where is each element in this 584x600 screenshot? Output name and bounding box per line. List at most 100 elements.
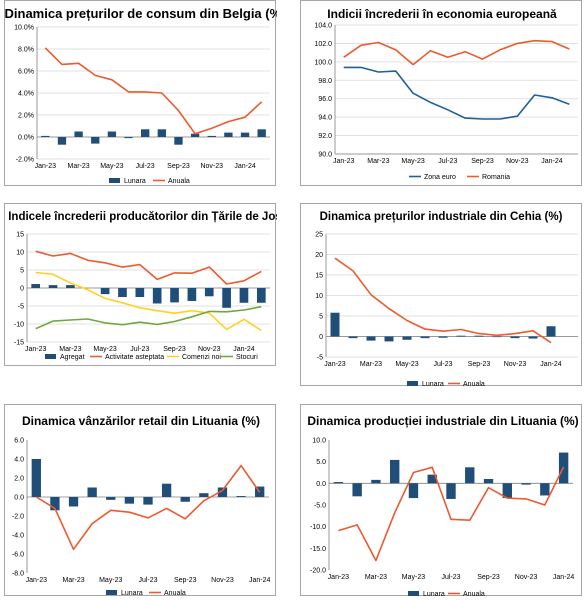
legend-label: Lunara: [121, 590, 143, 597]
bar: [207, 135, 216, 137]
y-tick-label: 102.0: [314, 41, 332, 48]
x-tick-label: Jan-24: [541, 158, 563, 165]
y-tick-label: -2.0%: [16, 157, 34, 164]
legend-label: Lunara: [124, 178, 146, 185]
y-tick-label: 10.0%: [14, 25, 34, 32]
y-tick-label: -10.0: [310, 524, 326, 531]
bar: [438, 336, 448, 338]
bar: [408, 483, 419, 499]
bar: [100, 288, 110, 295]
y-tick-label: -5: [18, 304, 24, 311]
bar: [366, 336, 376, 341]
x-tick-label: Jul-23: [433, 361, 452, 368]
series-line: [334, 257, 552, 344]
legend-label: Zona euro: [424, 174, 456, 181]
bar: [384, 336, 394, 342]
bar: [187, 288, 197, 301]
x-tick-label: Jan-24: [234, 163, 256, 170]
chart-svg: Dinamica vânzărilor retail din Lituania …: [12, 414, 271, 597]
bar: [456, 335, 466, 337]
bar: [152, 288, 162, 304]
legend-label: Lunara: [422, 381, 444, 387]
x-tick-label: Sep-23: [163, 346, 186, 353]
x-tick-label: May-23: [99, 577, 122, 584]
bar: [161, 483, 172, 497]
chart-title: Indicii încrederii în economia europeană: [327, 7, 557, 21]
x-tick-label: Mar-23: [367, 158, 389, 165]
bar: [174, 137, 183, 145]
legend-label: Stocuri: [236, 354, 258, 361]
bar: [446, 483, 456, 499]
x-tick-label: Jul-23: [441, 574, 460, 581]
y-tick-label: -15.0: [310, 546, 326, 553]
x-tick-label: Jul-23: [438, 158, 457, 165]
x-tick-label: Nov-23: [198, 346, 221, 353]
y-tick-label: 96.0: [318, 96, 332, 103]
y-tick-label: 0.0: [14, 495, 24, 502]
x-tick-label: Nov-23: [200, 163, 223, 170]
bar: [124, 137, 133, 139]
bar: [141, 129, 150, 137]
x-tick-label: Sep-23: [468, 361, 491, 368]
chart-title: Dinamica prețurilor industriale din Cehi…: [320, 211, 563, 223]
series-line: [35, 305, 262, 330]
y-tick-label: 15: [16, 232, 24, 239]
bar: [352, 483, 362, 497]
y-tick-label: 10: [315, 293, 323, 300]
bar: [420, 336, 430, 339]
legend-label: Activitate asteptata: [105, 354, 164, 361]
legend-label: Anuala: [168, 178, 190, 185]
bar: [427, 474, 437, 484]
y-tick-label: 25: [315, 232, 323, 239]
y-tick-label: -5: [317, 355, 323, 362]
y-tick-label: 6.0%: [18, 69, 34, 76]
x-tick-label: Jan-23: [25, 346, 47, 353]
x-tick-label: Jul-23: [136, 163, 155, 170]
chart-title: Dinamica prețurilor de consum din Belgia…: [5, 6, 277, 21]
bar: [240, 132, 250, 137]
bar: [540, 483, 550, 496]
bar: [31, 284, 41, 288]
chart-panel: Dinamica prețurilor industriale din Cehi…: [300, 203, 582, 387]
y-tick-label: -8.0: [12, 571, 24, 578]
bar: [257, 129, 266, 137]
chart-svg: Indicii încrederii în economia europeană…: [314, 7, 578, 181]
chart-svg: Dinamica producției industriale din Litu…: [307, 414, 578, 597]
bar: [170, 288, 179, 303]
y-tick-label: 0.0%: [18, 135, 34, 142]
bar: [41, 135, 50, 137]
series-line: [338, 466, 565, 562]
series-line: [44, 47, 263, 135]
chart-panel: Dinamica producției industriale din Litu…: [300, 404, 582, 597]
x-tick-label: Jan-24: [233, 346, 255, 353]
bar: [199, 493, 209, 497]
legend-label: Anuala: [463, 381, 485, 387]
x-tick-label: Jan-23: [333, 158, 355, 165]
chart-title: Dinamica vânzărilor retail din Lituania …: [22, 414, 260, 428]
chart-panel: Indicele încrederii producătorilor din Ț…: [4, 203, 277, 366]
x-tick-label: Nov-23: [504, 361, 527, 368]
y-tick-label: -2.0: [12, 514, 24, 521]
bar: [224, 132, 233, 137]
y-tick-label: 100.0: [314, 59, 332, 66]
chart-svg: Indicele încrederii producătorilor din Ț…: [8, 211, 277, 361]
y-tick-label: 8.0%: [18, 47, 34, 54]
bar: [465, 467, 475, 484]
bar: [87, 487, 97, 497]
legend-label: Romania: [482, 174, 510, 181]
chart-panel: Dinamica vânzărilor retail din Lituania …: [4, 404, 276, 597]
legend-label: Lunara: [423, 591, 445, 597]
bar: [74, 131, 83, 137]
x-tick-label: Mar-23: [360, 361, 382, 368]
legend-swatch: [109, 178, 120, 183]
bar: [371, 479, 381, 484]
bar: [546, 326, 556, 337]
bar: [390, 459, 400, 484]
bar: [402, 336, 412, 340]
y-tick-label: -6.0: [12, 552, 24, 559]
x-tick-label: May-23: [402, 574, 425, 581]
bar: [236, 496, 246, 497]
y-tick-label: 0: [20, 286, 24, 293]
bar: [222, 288, 231, 308]
x-tick-label: May-23: [395, 361, 418, 368]
